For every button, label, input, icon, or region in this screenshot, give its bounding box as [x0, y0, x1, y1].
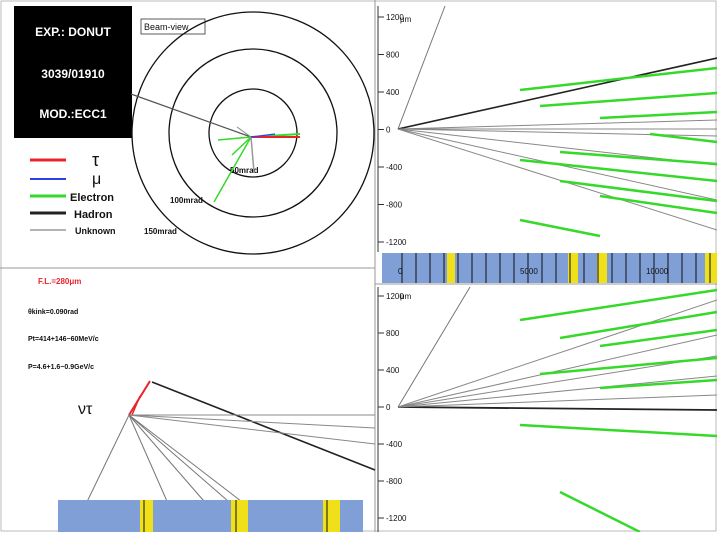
module-label: MOD.:ECC1 — [39, 107, 107, 121]
strip-band — [705, 253, 717, 283]
strip-label-5000: 5000 — [520, 267, 538, 276]
kink-angle-label: θkink=0.090rad — [28, 309, 78, 316]
top-plot-tracks — [397, 5, 717, 238]
strip-label-10000: 10000 — [646, 267, 669, 276]
bottom-y-tick-label: 0 — [386, 403, 391, 412]
top-y-tick-label: 800 — [386, 51, 400, 60]
ring-label-100mrad: 100mrad — [170, 196, 203, 205]
ring-label-150mrad: 150mrad — [144, 227, 177, 236]
bottom-y-tick-label: 1200 — [386, 292, 404, 301]
legend-unknown-label: Unknown — [75, 226, 116, 236]
top-y-tick-label: -800 — [386, 201, 403, 210]
top-plot-unit: μm — [400, 15, 412, 24]
flight-length-label: F.L.=280μm — [38, 277, 81, 286]
legend-tau-label: τ — [92, 150, 99, 170]
legend: τ μ Electron Hadron Unknown — [30, 150, 116, 236]
neutrino-label: ντ — [78, 401, 93, 418]
top-plot-y-ticks: 1200 800 400 0 -400 -800 -1200 — [378, 13, 407, 247]
bottom-y-tick-label: 400 — [386, 366, 400, 375]
experiment-label: EXP.: DONUT — [35, 25, 111, 39]
ring-label-50mrad: 50mrad — [230, 166, 259, 175]
bottom-y-tick-label: 800 — [386, 329, 400, 338]
top-plot-strip — [382, 253, 717, 283]
momentum-label: P=4.6+1.6−0.9GeV/c — [28, 364, 94, 371]
beam-view-title: Beam-view — [144, 22, 189, 32]
parameters-panel: F.L.=280μm θkink=0.090rad Pt=414+146−60M… — [28, 277, 99, 418]
top-y-tick-label: 400 — [386, 88, 400, 97]
vertex-strip — [58, 500, 363, 532]
beam-view: Beam-view 50mrad 100mrad 150mrad — [130, 11, 375, 255]
bottom-plot-tracks — [397, 286, 717, 534]
top-y-tick-label: 1200 — [386, 13, 404, 22]
bottom-plot-y-ticks: 1200 800 400 0 -400 -800 -1200 — [378, 292, 407, 523]
strip-label-0: 0 — [398, 267, 403, 276]
strip-band — [447, 253, 455, 283]
ring-150mrad — [131, 11, 375, 255]
legend-electron-label: Electron — [70, 192, 114, 204]
bottom-plot-unit: μm — [400, 292, 412, 301]
bottom-y-tick-label: -1200 — [386, 514, 407, 523]
strip-band — [597, 253, 607, 283]
top-y-tick-label: -400 — [386, 163, 403, 172]
info-box: EXP.: DONUT 3039/01910 MOD.:ECC1 — [14, 6, 132, 138]
beam-view-tracks — [130, 93, 301, 203]
bottom-y-tick-label: -400 — [386, 440, 403, 449]
legend-hadron-label: Hadron — [74, 209, 113, 221]
vertex-display — [58, 380, 376, 532]
top-y-tick-label: 0 — [386, 126, 391, 135]
bottom-y-tick-label: -800 — [386, 477, 403, 486]
ring-50mrad — [208, 88, 298, 178]
legend-mu-label: μ — [92, 171, 101, 188]
top-plot: μm 1200 800 400 0 -400 -800 -1200 0 5000 10000 — [377, 5, 717, 283]
ring-100mrad — [168, 48, 338, 218]
strip-band — [568, 253, 578, 283]
top-strip-bars — [401, 253, 717, 283]
top-y-tick-label: -1200 — [386, 238, 407, 247]
bottom-plot: μm 1200 800 400 0 -400 -800 -1200 — [377, 286, 717, 534]
transverse-momentum-label: Pt=414+146−60MeV/c — [28, 336, 99, 343]
event-id-label: 3039/01910 — [41, 67, 105, 81]
